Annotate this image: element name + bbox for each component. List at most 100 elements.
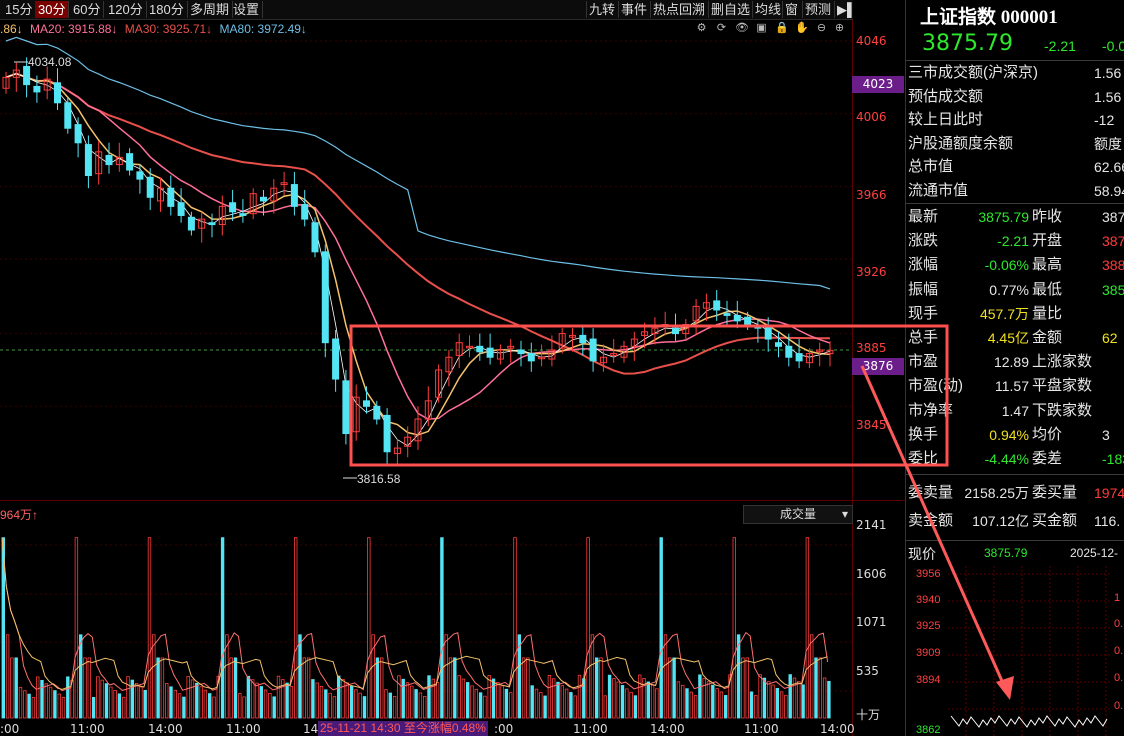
quote-value: 385 xyxy=(1102,281,1124,298)
volume-bar xyxy=(23,690,27,719)
volume-bar xyxy=(122,696,126,719)
volume-bar xyxy=(405,682,410,719)
quote-value: 62 xyxy=(1102,330,1118,346)
quote-label: 委比 xyxy=(908,450,939,467)
volume-bar xyxy=(685,688,689,719)
candle-body xyxy=(373,405,381,420)
volume-bar xyxy=(642,678,646,719)
tab-15min[interactable]: 15分 xyxy=(2,1,37,18)
candle-body xyxy=(764,325,772,340)
volume-bar xyxy=(728,674,732,719)
indicator-dropdown[interactable]: 成交量 ▾ xyxy=(743,505,853,524)
gear-icon[interactable]: ⚙ xyxy=(696,22,707,34)
tab-30min[interactable]: 30分 xyxy=(35,1,70,18)
quote-label: 涨跌 xyxy=(908,232,939,250)
volume-bar xyxy=(186,676,190,719)
volume-axis-label: 1606 xyxy=(856,567,887,581)
order-label: 买金额 xyxy=(1032,512,1078,529)
volume-bar xyxy=(285,682,289,719)
volume-bar xyxy=(818,657,822,719)
volume-bar xyxy=(152,634,156,719)
ma10-line xyxy=(5,72,831,436)
volume-bar xyxy=(822,677,827,719)
candle-body xyxy=(2,76,10,89)
volume-bar xyxy=(586,537,590,719)
quote-value: 388 xyxy=(1102,257,1124,274)
quote-label: 开盘 xyxy=(1032,232,1063,250)
tab-60min[interactable]: 60分 xyxy=(70,1,105,18)
order-value: 1974. xyxy=(1094,485,1124,501)
quote-value: 3875.79 xyxy=(978,209,1029,225)
volume-bar xyxy=(199,686,203,719)
hand-icon[interactable]: ✋ xyxy=(795,22,809,34)
quote-label: 振幅 xyxy=(908,280,939,298)
candle-body xyxy=(218,205,226,226)
volume-bar xyxy=(53,690,57,719)
volume-bar xyxy=(117,693,122,719)
candle-body xyxy=(115,156,123,166)
volume-bar xyxy=(332,696,337,719)
volume-bar xyxy=(358,692,362,719)
volume-bar xyxy=(298,634,302,719)
ma10-value: .86↓ xyxy=(0,22,23,36)
zoom-out-icon[interactable]: ⊖ xyxy=(816,22,827,34)
tab-180min[interactable]: 180分 xyxy=(146,1,188,18)
candle-body xyxy=(84,144,92,176)
candle-body xyxy=(105,154,113,166)
mini-chart-date: 2025-12- xyxy=(1070,546,1119,560)
ma20-value: MA20: 3915.88↓ xyxy=(30,22,118,36)
volume-bar xyxy=(698,674,702,719)
volume-header: 964万↑ xyxy=(0,508,39,522)
candle-body xyxy=(702,302,710,309)
quote-value: 11.57 xyxy=(995,378,1029,395)
zoom-in-icon[interactable]: ⊕ xyxy=(834,22,845,34)
tab-120min[interactable]: 120分 xyxy=(105,1,147,18)
price-axis-label: 3845 xyxy=(856,418,887,432)
volume-bar xyxy=(242,696,246,719)
hotspot-review-button[interactable]: 热点回溯 xyxy=(650,1,707,18)
price-axis-label: 4006 xyxy=(856,110,887,124)
eye-icon[interactable]: 👁 xyxy=(735,22,749,34)
window-button[interactable]: 窗 xyxy=(782,1,800,18)
volume-bar xyxy=(517,634,521,719)
order-value: 2158.25万 xyxy=(964,485,1029,501)
candle-body xyxy=(23,65,31,86)
indicator-dropdown-label: 成交量 xyxy=(780,507,817,521)
fullscreen-icon[interactable]: ▶▌ xyxy=(834,1,856,18)
remove-watchlist-button[interactable]: 删自选 xyxy=(708,1,752,18)
candle-body xyxy=(43,78,51,91)
nine-turn-button[interactable]: 九转 xyxy=(586,1,617,18)
volume-bar xyxy=(659,537,663,719)
moving-average-button[interactable]: 均线 xyxy=(752,1,783,18)
candle-body xyxy=(301,204,309,220)
volume-bar xyxy=(44,683,48,719)
volume-bar xyxy=(109,686,113,719)
candle-body xyxy=(342,380,350,435)
settings-button[interactable]: 设置 xyxy=(230,1,264,18)
quote-value: 12.89 xyxy=(993,354,1029,371)
candle-body xyxy=(486,347,494,358)
volume-bar xyxy=(367,537,371,719)
volume-bar xyxy=(18,686,23,719)
volume-bar xyxy=(177,693,182,719)
volume-bar xyxy=(74,537,79,719)
event-button[interactable]: 事件 xyxy=(618,1,649,18)
save-icon[interactable]: ▣ xyxy=(756,22,767,34)
forecast-button[interactable]: 预测 xyxy=(802,1,833,18)
volume-bar xyxy=(238,693,242,719)
candle-body xyxy=(517,349,525,355)
volume-bar xyxy=(190,679,195,719)
volume-bar xyxy=(530,685,534,719)
volume-bar xyxy=(345,682,349,719)
volume-ma10-line xyxy=(1,537,828,690)
ma80-line xyxy=(5,36,831,290)
lock-icon[interactable]: 🔒 xyxy=(775,22,789,34)
volume-bar xyxy=(668,657,672,719)
quote-label: 下跌家数 xyxy=(1032,401,1093,419)
refresh-icon[interactable]: ⟳ xyxy=(716,22,727,34)
volume-bar xyxy=(577,674,582,719)
kline-chart[interactable] xyxy=(0,36,852,736)
mini-right-axis-label: 0. xyxy=(1114,618,1124,630)
volume-bar xyxy=(289,686,294,719)
tab-multi-period[interactable]: 多周期 xyxy=(187,1,234,18)
